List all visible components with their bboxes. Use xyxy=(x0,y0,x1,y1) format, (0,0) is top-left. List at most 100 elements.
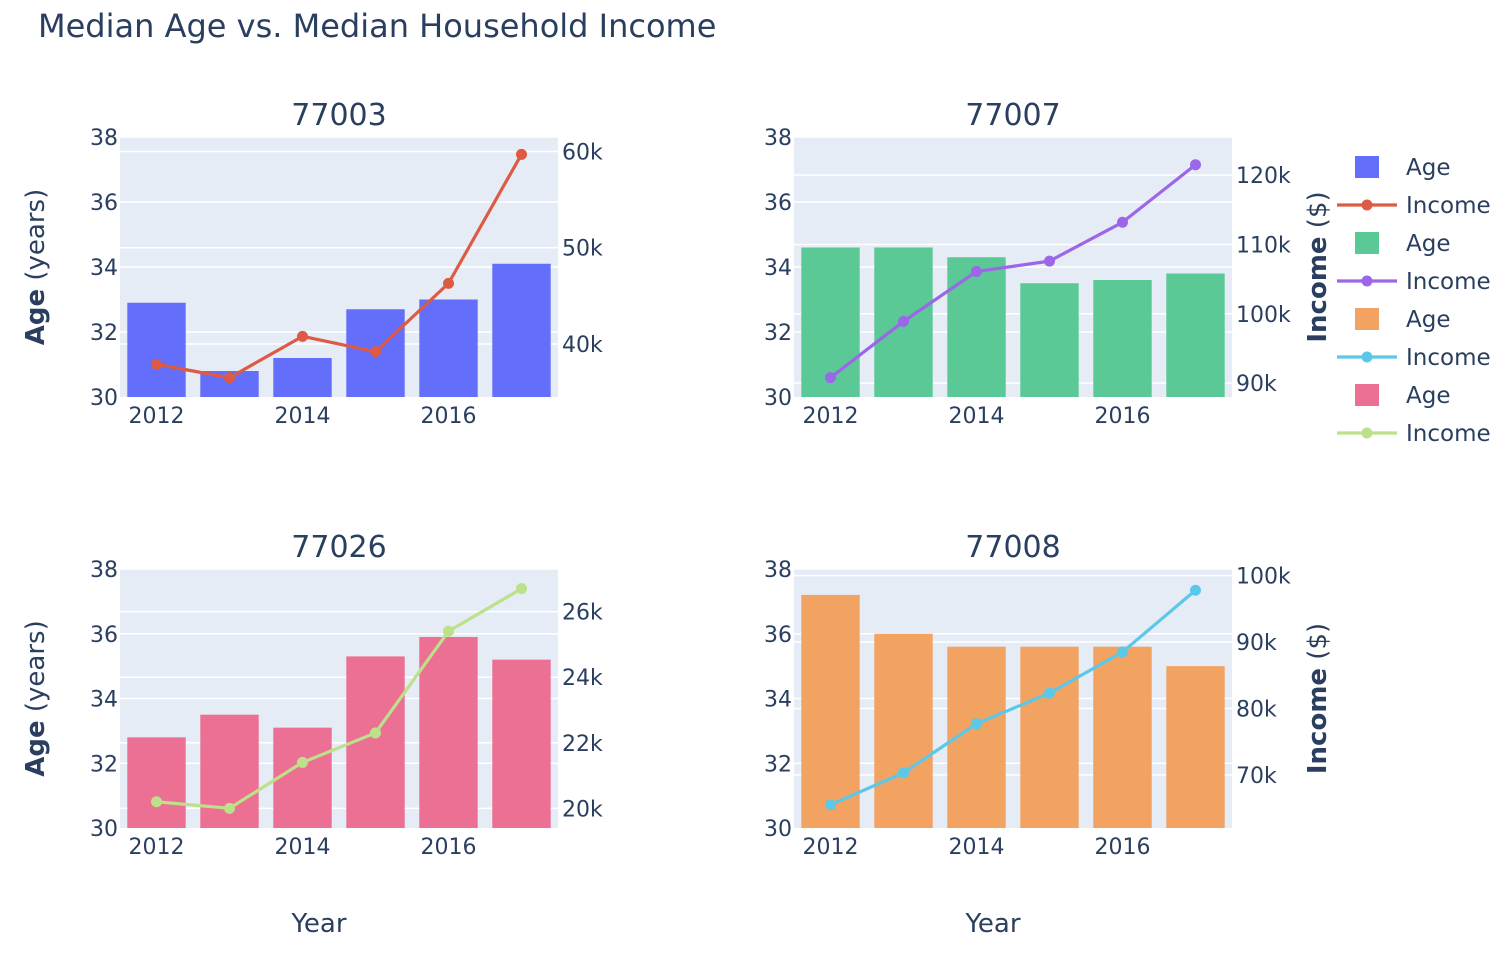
y-tick-label: 36 xyxy=(764,191,792,216)
y2-tick-label: 70k xyxy=(1236,764,1277,789)
subplot-77003: 77003 30 32 34 36 38 40k 50k 60k 2012 2014 2016 Age … xyxy=(21,98,603,429)
bar-age-2012 xyxy=(127,737,186,828)
point-income-2016 xyxy=(443,625,454,637)
y2-tick-label: 26k xyxy=(562,601,603,626)
subplot-title: 77026 xyxy=(291,530,386,565)
y-tick-label: 34 xyxy=(90,688,118,713)
legend-item-5[interactable]: Income xyxy=(1337,345,1491,371)
legend-item-0[interactable]: Age xyxy=(1355,155,1450,181)
y-tick-label: 38 xyxy=(90,126,118,151)
point-income-2014 xyxy=(971,718,982,730)
x-tick-label: 2016 xyxy=(421,835,477,860)
legend-item-6[interactable]: Age xyxy=(1355,383,1450,409)
legend-swatch-bar xyxy=(1355,384,1379,406)
bar-age-2016 xyxy=(419,636,478,828)
y-tick-label: 32 xyxy=(764,321,792,346)
line-income xyxy=(829,589,1197,807)
y-axis-title: Age (years) xyxy=(21,620,51,776)
y2-tick-label: 100k xyxy=(1236,565,1291,590)
y2-tick-label: 90k xyxy=(1236,631,1277,656)
legend-label: Age xyxy=(1406,383,1450,409)
y-tick-label: 30 xyxy=(764,817,792,842)
legend-swatch-marker xyxy=(1361,275,1373,287)
point-income-2017 xyxy=(1190,159,1201,171)
y-tick-label: 34 xyxy=(764,256,792,281)
y-tick-label: 30 xyxy=(90,386,118,411)
y-tick-label: 32 xyxy=(90,321,118,346)
legend-item-4[interactable]: Age xyxy=(1355,307,1450,333)
legend-label: Age xyxy=(1406,231,1450,257)
bar-age-2017 xyxy=(492,263,551,397)
y2-axis-title-bold: Income xyxy=(1303,236,1333,342)
y-tick-label: 36 xyxy=(90,623,118,648)
y2-tick-label: 60k xyxy=(562,140,603,165)
y-tick-label: 38 xyxy=(90,558,118,583)
legend-swatch-marker xyxy=(1361,351,1373,363)
y-tick-label: 30 xyxy=(90,817,118,842)
y-tick-label: 38 xyxy=(764,126,792,151)
y2-tick-label: 50k xyxy=(562,237,603,262)
y-axis-title: Age (years) xyxy=(21,189,51,345)
x-tick-label: 2014 xyxy=(949,835,1005,860)
y-tick-label: 34 xyxy=(90,256,118,281)
legend-item-1[interactable]: Income xyxy=(1337,193,1491,219)
x-tick-label: 2016 xyxy=(421,404,477,429)
y-axis-title-bold: Age xyxy=(21,289,51,345)
point-income-2015 xyxy=(370,727,381,739)
bar-age-2017 xyxy=(492,659,551,828)
legend-item-2[interactable]: Age xyxy=(1355,231,1450,257)
legend-swatch-marker xyxy=(1361,427,1373,439)
bar-age-2015 xyxy=(1020,646,1079,828)
y-axis-title-bold: Age xyxy=(21,720,51,776)
legend-label: Income xyxy=(1406,421,1491,447)
legend-label: Age xyxy=(1406,307,1450,333)
point-income-2012 xyxy=(825,372,836,384)
x-tick-label: 2012 xyxy=(129,835,185,860)
subplot-77008: 77008 30 32 34 36 38 70k 80k 90k 100k 2012 2014 2016… xyxy=(764,530,1333,939)
point-income-2017 xyxy=(1190,584,1201,596)
legend-label: Age xyxy=(1406,155,1450,181)
y2-tick-label: 90k xyxy=(1236,372,1277,397)
point-income-2012 xyxy=(825,799,836,811)
y2-tick-label: 40k xyxy=(562,333,603,358)
bar-age-2017 xyxy=(1166,273,1225,397)
point-income-2013 xyxy=(224,372,235,384)
legend-item-3[interactable]: Income xyxy=(1337,269,1491,295)
legend-item-7[interactable]: Income xyxy=(1337,421,1491,447)
bar-age-2015 xyxy=(1020,283,1079,397)
y2-tick-label: 80k xyxy=(1236,697,1277,722)
y-tick-label: 30 xyxy=(764,386,792,411)
legend-label: Income xyxy=(1406,345,1491,371)
y-tick-label: 36 xyxy=(764,623,792,648)
bar-age-2016 xyxy=(419,299,478,397)
point-income-2014 xyxy=(971,266,982,278)
legend-swatch-marker xyxy=(1361,199,1373,211)
y2-axis-title: Income ($) xyxy=(1303,191,1333,342)
bar-age-2014 xyxy=(273,358,332,397)
y-axis-title-unit: (years) xyxy=(21,189,51,289)
x-tick-label: 2016 xyxy=(1095,404,1151,429)
point-income-2015 xyxy=(1044,255,1055,267)
y2-tick-label: 100k xyxy=(1236,303,1291,328)
y2-axis-title-bold: Income xyxy=(1303,668,1333,774)
bar-age-2013 xyxy=(874,633,933,828)
y-tick-label: 38 xyxy=(764,558,792,583)
y2-axis-title-unit: ($) xyxy=(1303,191,1333,236)
x-tick-label: 2012 xyxy=(129,404,185,429)
y2-tick-label: 24k xyxy=(562,666,603,691)
x-axis-title: Year xyxy=(290,909,346,939)
bar-age-2016 xyxy=(1093,280,1152,397)
y2-axis-title: Income ($) xyxy=(1303,623,1333,774)
subplot-77007: 77007 30 32 34 36 38 90k 100k 110k 120k 2012 2014 20… xyxy=(764,98,1333,429)
subplot-title: 77007 xyxy=(965,98,1060,133)
y2-tick-label: 22k xyxy=(562,732,603,757)
y2-tick-label: 120k xyxy=(1236,164,1291,189)
subplot-77026: 77026 30 32 34 36 38 20k 22k 24k 26k 2012 2014 2016 A… xyxy=(21,530,603,939)
point-income-2016 xyxy=(443,277,454,289)
subplot-title: 77008 xyxy=(965,530,1060,565)
bar-age-2014 xyxy=(273,727,332,828)
point-income-2013 xyxy=(898,767,909,779)
y2-tick-label: 20k xyxy=(562,797,603,822)
subplots: 77003 30 32 34 36 38 40k 50k 60k 2012 2014 2016 Age … xyxy=(21,98,1333,939)
